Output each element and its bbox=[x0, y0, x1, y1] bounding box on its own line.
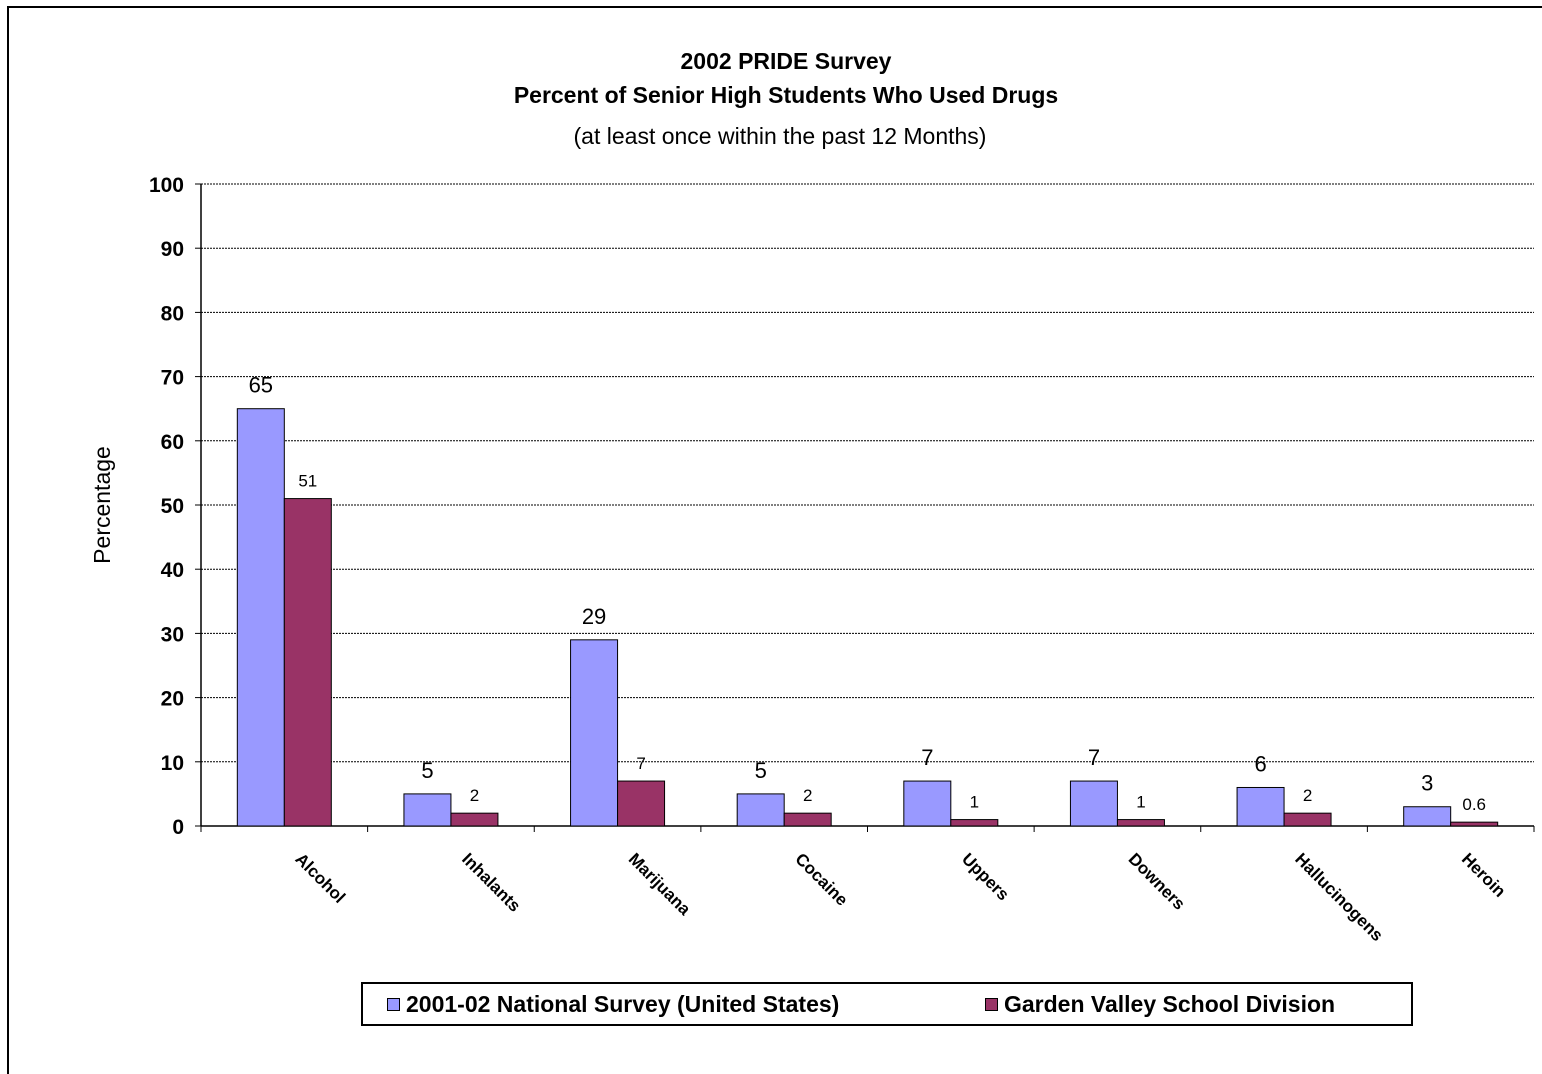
bar-garden-valley bbox=[1450, 821, 1499, 827]
y-axis-label: Percentage bbox=[89, 446, 115, 564]
x-tick-label: Marijuana bbox=[625, 849, 695, 919]
bar-garden-valley bbox=[950, 819, 999, 827]
x-tick-label: Downers bbox=[1125, 849, 1189, 913]
legend-item-national: 2001-02 National Survey (United States) bbox=[387, 984, 839, 1024]
bar-national bbox=[1236, 786, 1285, 827]
y-tick-label: 50 bbox=[161, 495, 184, 518]
chart-title: 2002 PRIDE Survey bbox=[681, 48, 892, 74]
data-label-national: 5 bbox=[421, 758, 433, 783]
legend-swatch-garden-valley bbox=[985, 997, 998, 1011]
y-tick-label: 40 bbox=[161, 559, 184, 582]
legend: 2001-02 National Survey (United States) … bbox=[361, 982, 1413, 1026]
data-label-garden-valley: 0.6 bbox=[1462, 795, 1486, 814]
y-tick-label: 60 bbox=[161, 431, 184, 454]
legend-label-national: 2001-02 National Survey (United States) bbox=[406, 990, 840, 1017]
data-label-national: 65 bbox=[249, 373, 273, 398]
x-tick-label: Heroin bbox=[1458, 849, 1510, 901]
x-tick-label: Hallucinogens bbox=[1291, 849, 1387, 945]
bar-national bbox=[1069, 780, 1118, 827]
data-label-garden-valley: 1 bbox=[970, 793, 979, 812]
data-label-national: 29 bbox=[582, 604, 606, 629]
data-label-garden-valley: 2 bbox=[470, 786, 479, 805]
legend-label-garden-valley: Garden Valley School Division bbox=[1004, 990, 1336, 1017]
chart-subtitle: (at least once within the past 12 Months… bbox=[574, 123, 987, 149]
data-label-national: 3 bbox=[1421, 771, 1433, 796]
data-label-garden-valley: 1 bbox=[1136, 793, 1145, 812]
bar-national bbox=[570, 639, 619, 827]
data-label-national: 5 bbox=[755, 758, 767, 783]
bar-national bbox=[736, 793, 785, 827]
y-tick-label: 10 bbox=[161, 752, 184, 775]
x-tick-label: Alcohol bbox=[291, 849, 349, 907]
bar-national bbox=[236, 408, 285, 827]
data-label-garden-valley: 2 bbox=[1303, 786, 1312, 805]
chart-title-line2: Percent of Senior High Students Who Used… bbox=[514, 82, 1058, 108]
data-label-national: 7 bbox=[921, 745, 933, 770]
plot-area: 01020304050607080901006551Alcohol52Inhal… bbox=[149, 174, 1535, 945]
data-label-garden-valley: 2 bbox=[803, 786, 812, 805]
bar-garden-valley bbox=[283, 498, 332, 827]
chart-frame bbox=[7, 6, 1542, 1074]
y-tick-label: 100 bbox=[149, 174, 184, 197]
y-tick-label: 70 bbox=[161, 367, 184, 390]
bar-garden-valley bbox=[617, 780, 666, 827]
y-tick-label: 30 bbox=[161, 623, 184, 646]
data-label-national: 7 bbox=[1088, 745, 1100, 770]
data-label-garden-valley: 7 bbox=[636, 754, 645, 773]
y-tick-label: 90 bbox=[161, 238, 184, 261]
y-tick-label: 80 bbox=[161, 302, 184, 325]
x-tick-label: Uppers bbox=[958, 849, 1013, 904]
data-label-national: 6 bbox=[1254, 751, 1266, 776]
legend-swatch-national bbox=[387, 997, 400, 1011]
bar-national bbox=[403, 793, 452, 827]
bar-garden-valley bbox=[1116, 819, 1165, 827]
y-tick-label: 20 bbox=[161, 688, 184, 711]
x-tick-label: Inhalants bbox=[458, 849, 524, 915]
x-tick-label: Cocaine bbox=[791, 849, 851, 909]
bar-garden-valley bbox=[783, 812, 832, 827]
bar-national bbox=[1403, 806, 1452, 827]
data-label-garden-valley: 51 bbox=[298, 472, 317, 491]
bar-garden-valley bbox=[450, 812, 499, 827]
legend-item-garden-valley: Garden Valley School Division bbox=[985, 984, 1335, 1024]
bar-garden-valley bbox=[1283, 812, 1332, 827]
y-tick-label: 0 bbox=[172, 816, 184, 839]
bar-national bbox=[903, 780, 952, 827]
